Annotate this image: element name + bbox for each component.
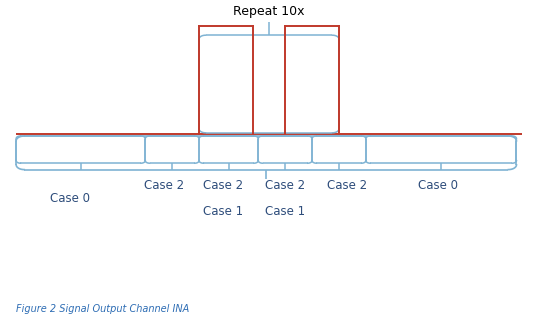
Text: Case 1: Case 1 [265,205,305,218]
Text: Case 2: Case 2 [203,179,243,192]
Text: Case 0: Case 0 [419,179,458,192]
Text: Case 2: Case 2 [327,179,367,192]
Text: Case 2: Case 2 [265,179,305,192]
Text: Case 2: Case 2 [144,179,184,192]
Text: Case 1: Case 1 [203,205,243,218]
Text: Case 0: Case 0 [50,192,90,205]
Text: Figure 2 Signal Output Channel INA: Figure 2 Signal Output Channel INA [16,304,189,314]
Text: Repeat 10x: Repeat 10x [233,5,305,18]
